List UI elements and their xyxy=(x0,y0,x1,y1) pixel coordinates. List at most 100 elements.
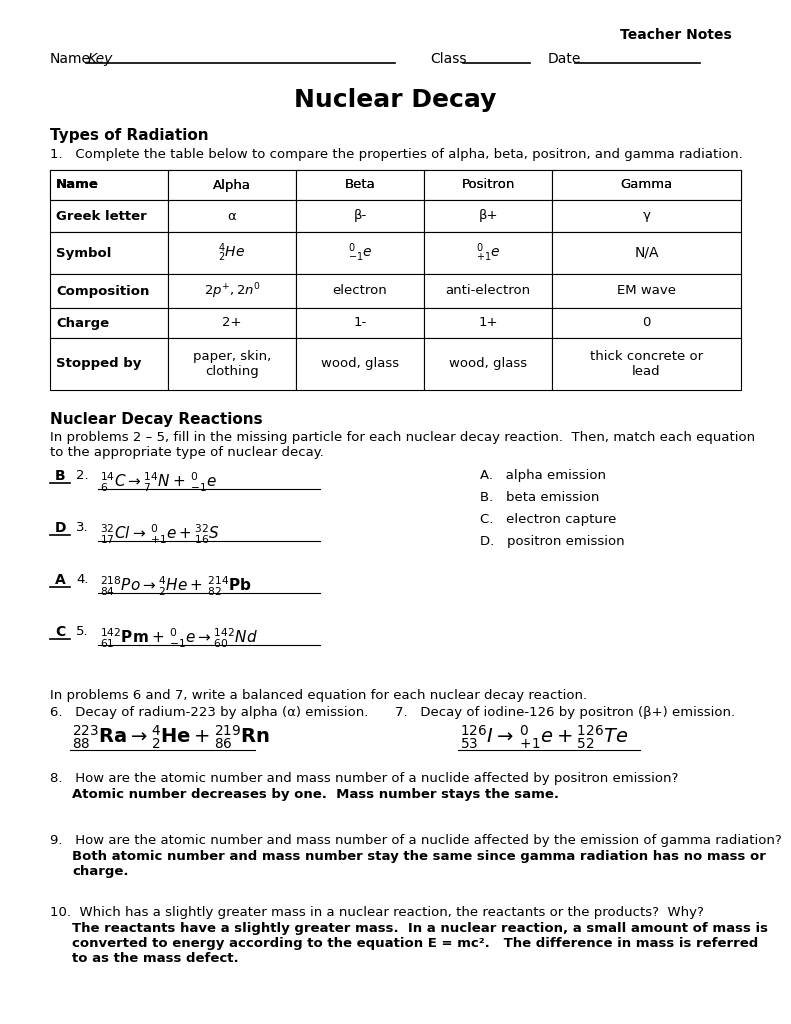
Text: 4.: 4. xyxy=(76,573,89,586)
Text: γ: γ xyxy=(642,210,650,222)
Text: D: D xyxy=(55,521,66,535)
Bar xyxy=(50,338,168,390)
Bar xyxy=(552,170,741,200)
Text: 6.   Decay of radium-223 by alpha (α) emission.: 6. Decay of radium-223 by alpha (α) emis… xyxy=(50,706,369,719)
Bar xyxy=(50,170,168,200)
Text: A.   alpha emission: A. alpha emission xyxy=(480,469,606,482)
Text: 7.   Decay of iodine-126 by positron (β+) emission.: 7. Decay of iodine-126 by positron (β+) … xyxy=(395,706,735,719)
Text: 5.: 5. xyxy=(76,625,89,638)
Text: Teacher Notes: Teacher Notes xyxy=(620,28,732,42)
Text: 8.   How are the atomic number and mass number of a nuclide affected by positron: 8. How are the atomic number and mass nu… xyxy=(50,772,679,785)
Text: B.   beta emission: B. beta emission xyxy=(480,490,600,504)
Text: Types of Radiation: Types of Radiation xyxy=(50,128,209,143)
Text: Positron: Positron xyxy=(461,178,515,191)
Bar xyxy=(168,338,296,390)
Bar xyxy=(552,170,741,200)
Text: Name: Name xyxy=(56,178,99,191)
Text: $^{126}_{53}I\rightarrow\,^{0}_{+1}e+^{126}_{52}Te$: $^{126}_{53}I\rightarrow\,^{0}_{+1}e+^{1… xyxy=(460,724,628,752)
Text: anti-electron: anti-electron xyxy=(445,285,531,298)
Bar xyxy=(168,200,296,232)
Bar xyxy=(50,308,168,338)
Text: 1.   Complete the table below to compare the properties of alpha, beta, positron: 1. Complete the table below to compare t… xyxy=(50,148,743,161)
Text: charge.: charge. xyxy=(72,865,128,878)
Bar xyxy=(168,274,296,308)
Text: Date: Date xyxy=(548,52,581,66)
Text: Both atomic number and mass number stay the same since gamma radiation has no ma: Both atomic number and mass number stay … xyxy=(72,850,766,863)
Text: $^{0}_{-1}e$: $^{0}_{-1}e$ xyxy=(347,242,373,264)
Text: to the appropriate type of nuclear decay.: to the appropriate type of nuclear decay… xyxy=(50,446,324,459)
Text: $^{142}_{61}\mathbf{Pm}+\,^{0}_{-1}e\rightarrow^{142}_{60}Nd$: $^{142}_{61}\mathbf{Pm}+\,^{0}_{-1}e\rig… xyxy=(100,627,258,650)
Bar xyxy=(296,308,424,338)
Text: β-: β- xyxy=(354,210,366,222)
Text: Positron: Positron xyxy=(461,178,515,191)
Bar xyxy=(424,170,552,200)
Bar xyxy=(168,232,296,274)
Text: Beta: Beta xyxy=(345,178,376,191)
Text: $^{32}_{17}Cl\rightarrow\,^{0}_{+1}e+^{32}_{16}S$: $^{32}_{17}Cl\rightarrow\,^{0}_{+1}e+^{3… xyxy=(100,523,220,546)
Text: 3.: 3. xyxy=(76,521,89,534)
Text: Beta: Beta xyxy=(345,178,376,191)
Text: Class: Class xyxy=(430,52,467,66)
Bar xyxy=(424,274,552,308)
Text: $2p^{+}, 2n^{0}$: $2p^{+}, 2n^{0}$ xyxy=(203,282,260,301)
Text: B: B xyxy=(55,469,66,483)
Text: C: C xyxy=(55,625,65,639)
Bar xyxy=(424,308,552,338)
Bar xyxy=(50,232,168,274)
Text: 1-: 1- xyxy=(354,316,366,330)
Text: 1+: 1+ xyxy=(479,316,498,330)
Text: Gamma: Gamma xyxy=(620,178,672,191)
Bar xyxy=(296,170,424,200)
Text: Stopped by: Stopped by xyxy=(56,357,142,371)
Text: Name: Name xyxy=(50,52,91,66)
Bar xyxy=(424,232,552,274)
Text: wood, glass: wood, glass xyxy=(321,357,399,371)
Bar xyxy=(552,232,741,274)
Bar xyxy=(168,170,296,200)
Bar xyxy=(168,308,296,338)
Text: Name: Name xyxy=(56,178,99,191)
Bar xyxy=(552,308,741,338)
Text: C.   electron capture: C. electron capture xyxy=(480,513,616,526)
Bar xyxy=(50,274,168,308)
Text: 10.  Which has a slightly greater mass in a nuclear reaction, the reactants or t: 10. Which has a slightly greater mass in… xyxy=(50,906,704,919)
Text: $^{0}_{+1}e$: $^{0}_{+1}e$ xyxy=(475,242,501,264)
Text: electron: electron xyxy=(333,285,388,298)
Text: to as the mass defect.: to as the mass defect. xyxy=(72,952,239,965)
Bar xyxy=(296,338,424,390)
Text: $^{14}_{6}C\rightarrow^{14}_{7}N + \,^{0}_{-1}e$: $^{14}_{6}C\rightarrow^{14}_{7}N + \,^{0… xyxy=(100,471,218,495)
Bar xyxy=(296,170,424,200)
Text: Nuclear Decay: Nuclear Decay xyxy=(293,88,496,112)
Text: converted to energy according to the equation E = mc².   The difference in mass : converted to energy according to the equ… xyxy=(72,937,759,950)
Bar xyxy=(552,338,741,390)
Bar xyxy=(552,274,741,308)
Bar xyxy=(50,200,168,232)
Text: 2+: 2+ xyxy=(222,316,242,330)
Bar xyxy=(424,170,552,200)
Bar xyxy=(296,274,424,308)
Text: Gamma: Gamma xyxy=(620,178,672,191)
Text: β+: β+ xyxy=(479,210,498,222)
Bar xyxy=(168,170,296,200)
Text: $^{4}_{2}He$: $^{4}_{2}He$ xyxy=(218,242,245,264)
Bar xyxy=(552,200,741,232)
Text: 0: 0 xyxy=(642,316,651,330)
Text: Greek letter: Greek letter xyxy=(56,210,147,222)
Text: In problems 2 – 5, fill in the missing particle for each nuclear decay reaction.: In problems 2 – 5, fill in the missing p… xyxy=(50,431,755,444)
Bar xyxy=(424,200,552,232)
Text: thick concrete or
lead: thick concrete or lead xyxy=(590,350,703,378)
Text: 2.: 2. xyxy=(76,469,89,482)
Text: wood, glass: wood, glass xyxy=(449,357,527,371)
Bar xyxy=(296,200,424,232)
Text: In problems 6 and 7, write a balanced equation for each nuclear decay reaction.: In problems 6 and 7, write a balanced eq… xyxy=(50,689,587,702)
Text: Atomic number decreases by one.  Mass number stays the same.: Atomic number decreases by one. Mass num… xyxy=(72,788,559,801)
Text: Alpha: Alpha xyxy=(213,178,251,191)
Bar xyxy=(50,170,168,200)
Text: α: α xyxy=(228,210,237,222)
Text: EM wave: EM wave xyxy=(617,285,676,298)
Text: 9.   How are the atomic number and mass number of a nuclide affected by the emis: 9. How are the atomic number and mass nu… xyxy=(50,834,782,847)
Text: N/A: N/A xyxy=(634,246,659,260)
Bar xyxy=(424,338,552,390)
Text: The reactants have a slightly greater mass.  In a nuclear reaction, a small amou: The reactants have a slightly greater ma… xyxy=(72,922,768,935)
Text: Charge: Charge xyxy=(56,316,109,330)
